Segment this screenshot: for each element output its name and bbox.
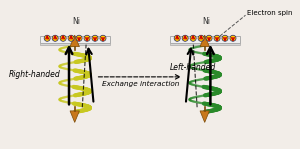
Text: Exchange interaction: Exchange interaction xyxy=(102,80,180,87)
Polygon shape xyxy=(70,111,80,122)
Circle shape xyxy=(92,35,98,41)
Polygon shape xyxy=(40,43,110,45)
Circle shape xyxy=(206,35,212,41)
Circle shape xyxy=(198,35,204,41)
Polygon shape xyxy=(200,111,209,122)
Circle shape xyxy=(60,35,66,41)
Text: Ni: Ni xyxy=(202,17,211,26)
Circle shape xyxy=(52,35,58,41)
Text: Right-handed: Right-handed xyxy=(9,70,61,79)
Circle shape xyxy=(182,35,188,41)
Text: Electron spin: Electron spin xyxy=(248,10,293,16)
Circle shape xyxy=(100,35,106,41)
Circle shape xyxy=(84,35,90,41)
Circle shape xyxy=(68,35,74,41)
Text: Ni: Ni xyxy=(73,17,81,26)
Bar xyxy=(169,36,240,43)
Circle shape xyxy=(230,35,236,41)
Polygon shape xyxy=(70,35,80,47)
Polygon shape xyxy=(200,35,209,47)
Circle shape xyxy=(44,35,50,41)
Bar xyxy=(40,36,110,43)
Circle shape xyxy=(222,35,228,41)
Circle shape xyxy=(190,35,196,41)
Circle shape xyxy=(76,35,82,41)
Text: Left-handed: Left-handed xyxy=(170,63,216,72)
Polygon shape xyxy=(169,43,240,45)
Circle shape xyxy=(214,35,220,41)
Circle shape xyxy=(174,35,180,41)
